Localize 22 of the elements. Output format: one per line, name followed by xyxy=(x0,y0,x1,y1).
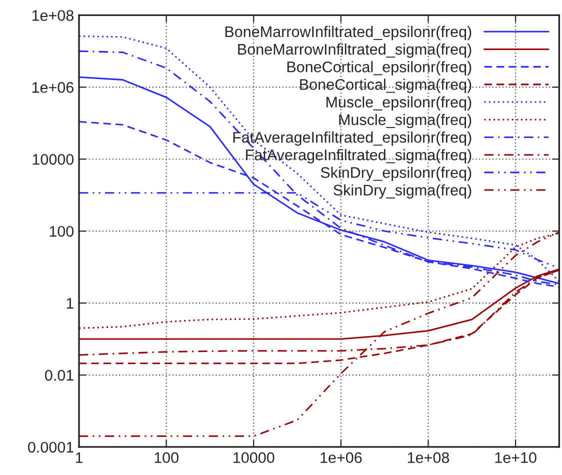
legend-label: FatAverageInfiltrated_epsilonr(freq) xyxy=(233,132,472,146)
legend-label: BoneMarrowInfiltrated_sigma(freq) xyxy=(238,43,472,58)
y-tick-label: 0.01 xyxy=(45,370,74,381)
x-tick-label: 100 xyxy=(154,452,178,464)
legend-label: Muscle_sigma(freq) xyxy=(339,114,472,128)
y-tick-label: 1e+06 xyxy=(32,82,74,93)
y-tick-label: 1 xyxy=(66,298,74,309)
legend-label: BoneCortical_epsilonr(freq) xyxy=(287,61,472,76)
legend-label: BoneMarrowInfiltrated_epsilonr(freq) xyxy=(225,26,472,40)
y-tick-label: 100 xyxy=(50,226,74,237)
y-tick-label: 10000 xyxy=(32,154,74,165)
legend-label: Muscle_epsilonr(freq) xyxy=(326,96,472,111)
x-tick-label: 1e+08 xyxy=(408,452,450,464)
y-tick-label: 0.0001 xyxy=(28,442,74,453)
legend-label: SkinDry_sigma(freq) xyxy=(334,184,472,199)
x-tick-label: 1 xyxy=(76,452,83,463)
legend-label: BoneCortical_sigma(freq) xyxy=(300,78,472,93)
x-tick-label: 10000 xyxy=(234,452,274,464)
x-tick-label: 1e+10 xyxy=(495,452,536,464)
x-tick-label: 1e+06 xyxy=(320,452,362,464)
y-tick-label: 1e+08 xyxy=(32,10,74,21)
legend-label: SkinDry_epsilonr(freq) xyxy=(320,166,472,181)
